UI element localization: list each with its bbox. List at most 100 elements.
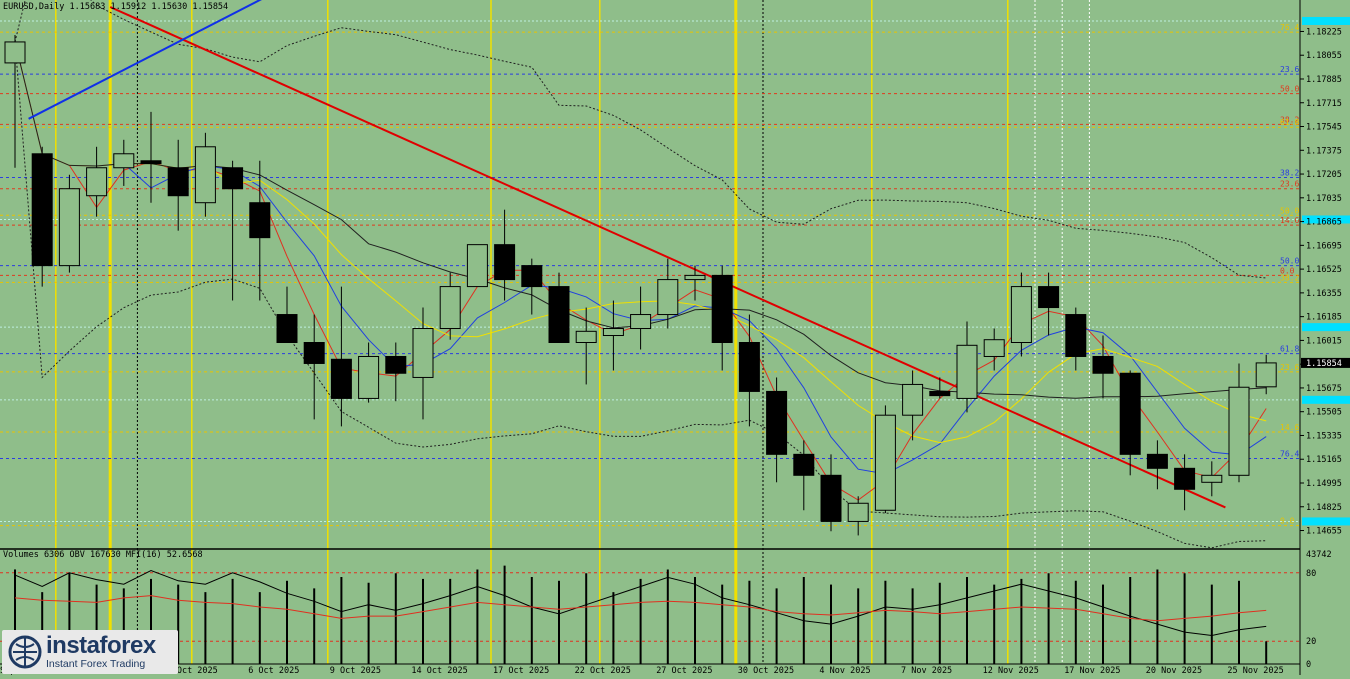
- price-tick-label: 1.14825: [1306, 503, 1342, 513]
- date-tick-label: 4 Nov 2025: [819, 666, 870, 675]
- price-tick-label: 1.16355: [1306, 289, 1342, 299]
- candle-body: [602, 328, 624, 337]
- candle-body: [140, 160, 162, 165]
- candle-body: [575, 330, 597, 343]
- candle-body: [657, 279, 679, 316]
- date-tick-label: 12 Nov 2025: [983, 666, 1039, 675]
- candle-body: [1092, 355, 1114, 374]
- trendline: [28, 0, 262, 120]
- price-tick-label: 1.16525: [1306, 265, 1342, 275]
- candle-body: [1010, 286, 1032, 343]
- candle-body: [249, 202, 271, 239]
- trendline: [109, 6, 1226, 509]
- candle-body: [358, 355, 380, 399]
- fib-level-label: 50.0: [1280, 257, 1299, 266]
- candle-body: [1228, 386, 1250, 476]
- price-tick-label: 1.17545: [1306, 123, 1342, 133]
- price-tick-label: 1.15335: [1306, 431, 1342, 441]
- candle-body: [439, 286, 461, 330]
- mfi-line: [14, 595, 1267, 622]
- price-tick-label: 1.14995: [1306, 479, 1342, 489]
- fib-level-label: 38.2: [1280, 115, 1299, 124]
- candle-body: [1119, 372, 1141, 455]
- price-tick-label: 1.17035: [1306, 194, 1342, 204]
- sub-axis-label: 80: [1306, 569, 1316, 579]
- candle-body: [1146, 453, 1168, 469]
- candle-body: [1201, 474, 1223, 483]
- candle-body: [956, 344, 978, 399]
- fib-level-label: 76.4: [1280, 23, 1299, 32]
- date-tick-label: 6 Oct 2025: [248, 666, 299, 675]
- sub-axis-label: 43742: [1306, 550, 1332, 560]
- candle-body: [466, 244, 488, 288]
- logo-tagline: Instant Forex Trading: [46, 658, 146, 670]
- price-tick-label: 1.17715: [1306, 99, 1342, 109]
- candle-body: [684, 274, 706, 281]
- price-tick-label: 1.17205: [1306, 170, 1342, 180]
- bollinger-lower: [14, 41, 1267, 549]
- current-price-tag: [1301, 357, 1350, 368]
- cyan-level-tag: [1302, 323, 1350, 332]
- date-tick-label: 30 Oct 2025: [738, 666, 794, 675]
- candle-body: [1038, 286, 1060, 309]
- cyan-level-tag: [1302, 517, 1350, 526]
- fib-level-label: 61.8: [1280, 345, 1299, 354]
- fib-level-label: 61.8: [1280, 118, 1299, 127]
- date-tick-label: 7 Nov 2025: [901, 666, 952, 675]
- candle-body: [167, 167, 189, 197]
- date-tick-label: 27 Oct 2025: [656, 666, 712, 675]
- instaforex-logo: instaforex Instant Forex Trading: [2, 630, 178, 674]
- candle-body: [983, 339, 1005, 357]
- price-tick-label: 1.18055: [1306, 51, 1342, 61]
- price-tick-label: 1.17885: [1306, 75, 1342, 85]
- candle-body: [1174, 467, 1196, 490]
- candle-body: [330, 358, 352, 399]
- price-tick-label: 1.16185: [1306, 313, 1342, 323]
- candle-body: [793, 453, 815, 476]
- current-price-label: 1.15854: [1306, 359, 1342, 369]
- candle-body: [929, 390, 951, 397]
- price-axis-background: [1300, 0, 1350, 675]
- date-tick-label: 17 Oct 2025: [493, 666, 549, 675]
- candle-body: [412, 328, 434, 378]
- cyan-level-tag: [1302, 215, 1350, 224]
- fib-level-label: 50.0: [1280, 206, 1299, 215]
- fib-level-label: 14.6: [1280, 423, 1299, 432]
- price-tick-label: 1.14655: [1306, 527, 1342, 537]
- price-tick-label: 1.16865: [1306, 218, 1342, 228]
- candle-body: [113, 153, 135, 169]
- candle-body: [766, 390, 788, 455]
- fib-level-label: 0.0: [1280, 517, 1295, 526]
- date-tick-label: 14 Oct 2025: [411, 666, 467, 675]
- price-tick-label: 1.18225: [1306, 27, 1342, 37]
- sub-axis-label: 0: [1306, 660, 1311, 670]
- price-tick-label: 1.17375: [1306, 146, 1342, 156]
- cyan-level-tag: [1302, 395, 1350, 404]
- candle-body: [194, 146, 216, 204]
- bollinger-upper: [14, 0, 1267, 279]
- fib-level-label: 50.0: [1280, 85, 1299, 94]
- candle-body: [820, 474, 842, 522]
- candle-body: [4, 41, 26, 64]
- date-tick-label: 1 Oct 2025: [167, 666, 218, 675]
- candle-body: [58, 188, 80, 267]
- logo-globe-icon: [8, 635, 42, 669]
- fib-level-label: 38.2: [1280, 169, 1299, 178]
- candle-body: [521, 265, 543, 288]
- date-tick-label: 25 Nov 2025: [1227, 666, 1283, 675]
- fib-level-label: 23.6: [1280, 180, 1299, 189]
- candle-body: [31, 153, 53, 267]
- candle-body: [86, 167, 108, 197]
- date-tick-label: 22 Oct 2025: [575, 666, 631, 675]
- indicator-header: Volumes 6306 OBV 167630 MFI(16) 52.6568: [3, 550, 203, 560]
- date-tick-label: 20 Nov 2025: [1146, 666, 1202, 675]
- candle-body: [902, 383, 924, 416]
- fib-level-label: 0.0: [1280, 266, 1295, 275]
- fib-level-label: 23.6: [1280, 65, 1299, 74]
- fib-level-label: 23.6: [1280, 363, 1299, 372]
- price-tick-label: 1.15505: [1306, 408, 1342, 418]
- date-tick-label: 17 Nov 2025: [1064, 666, 1120, 675]
